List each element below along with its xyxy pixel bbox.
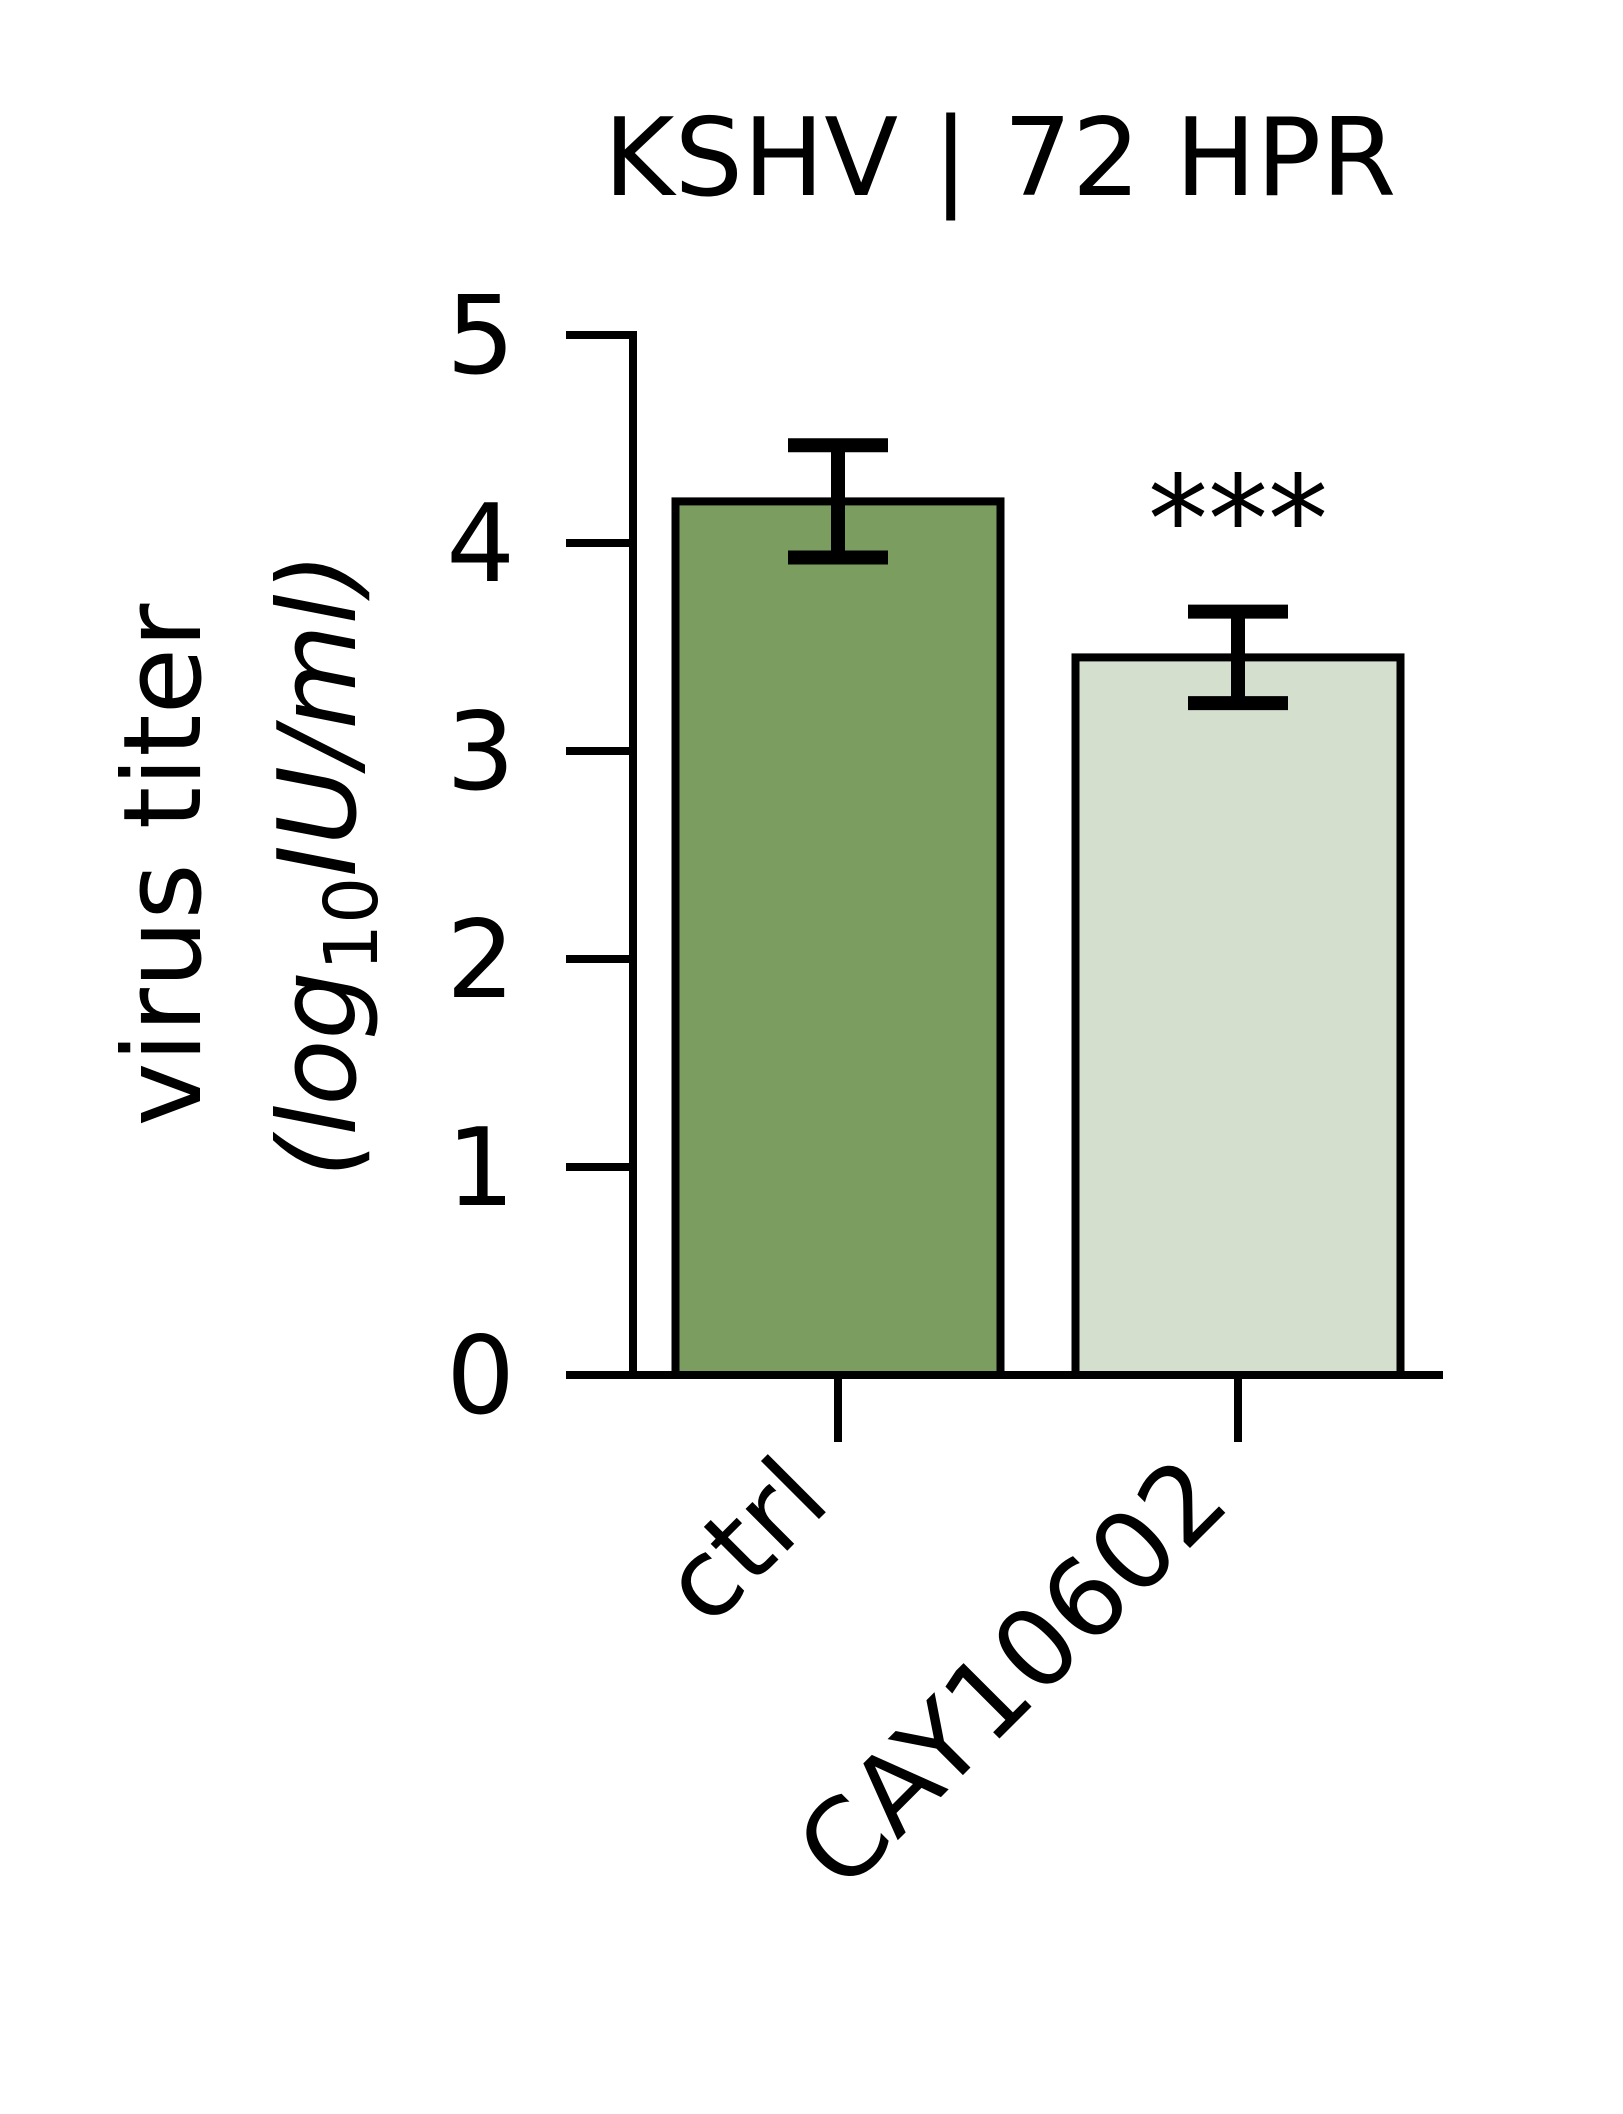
error-bars-group <box>788 438 1288 711</box>
axes-group: 0 1 2 3 4 5 <box>446 274 1443 1442</box>
error-bar-ctrl <box>788 438 888 565</box>
y-tick-label: 1 <box>446 1106 515 1231</box>
bar-ctrl <box>671 497 1005 1379</box>
y-axis-unit-prefix: (log <box>256 971 381 1178</box>
y-tick-label: 3 <box>446 690 515 815</box>
chart-title: KSHV | 72 HPR <box>604 96 1397 221</box>
y-axis-unit-suffix: IU/ml) <box>256 552 381 877</box>
y-tick-label: 5 <box>446 274 515 399</box>
y-axis-unit-label: (log10IU/ml) <box>256 552 395 1178</box>
significance-annotation: *** <box>1148 452 1328 591</box>
y-axis-label: virus titer <box>101 603 226 1127</box>
error-bar-cay10602 <box>1188 604 1288 711</box>
y-tick-label: 2 <box>446 898 515 1023</box>
y-axis-unit-subscript: 10 <box>309 877 395 971</box>
x-tick-label-cay10602: CAY10602 <box>774 1435 1252 1913</box>
annotations-group: *** <box>1148 452 1328 591</box>
x-tick-label-ctrl: ctrl <box>638 1435 851 1648</box>
y-tick-label: 0 <box>446 1314 515 1439</box>
y-tick-label: 4 <box>446 482 515 607</box>
bars-group <box>671 497 1405 1379</box>
bar-cay10602 <box>1071 653 1405 1379</box>
